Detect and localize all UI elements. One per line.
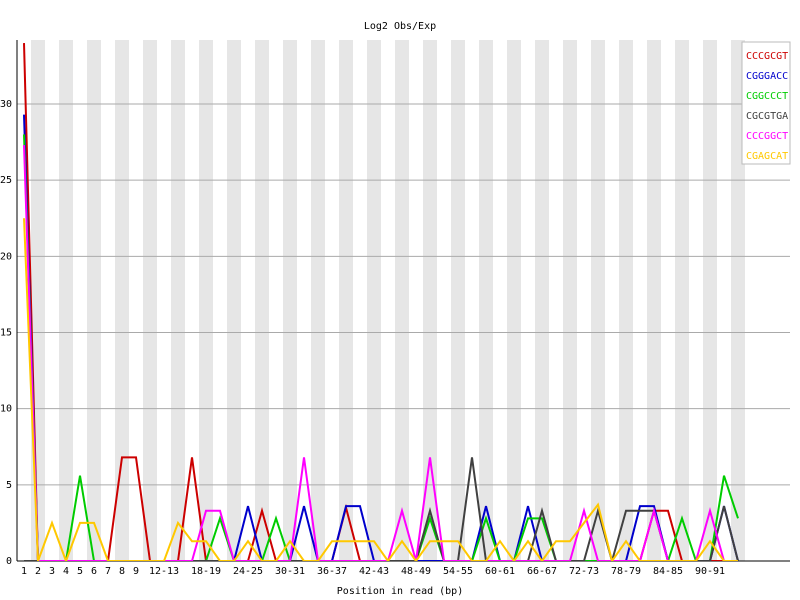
- x-tick-label: 90-91: [695, 566, 725, 577]
- x-tick-label: 3: [49, 566, 55, 577]
- band: [311, 40, 325, 561]
- legend-label: CCCGCGT: [746, 51, 788, 62]
- x-tick-label: 8: [119, 566, 125, 577]
- band: [143, 40, 157, 561]
- band: [731, 40, 745, 561]
- band: [591, 40, 605, 561]
- y-tick-label: 25: [0, 175, 12, 186]
- y-tick-label: 15: [0, 327, 12, 338]
- band: [675, 40, 689, 561]
- bands: [31, 40, 745, 561]
- legend-label: CGAGCAT: [746, 151, 788, 162]
- x-tick-label: 1: [21, 566, 27, 577]
- band: [339, 40, 353, 561]
- band: [227, 40, 241, 561]
- x-tick-label: 36-37: [317, 566, 347, 577]
- legend: CCCGCGT CGGGACC CGGCCCT CGCGTGA CCCGGCT CGAGC…: [741, 41, 791, 165]
- band: [535, 40, 549, 561]
- band: [703, 40, 717, 561]
- series-line: [24, 457, 739, 561]
- band: [115, 40, 129, 561]
- band: [59, 40, 73, 561]
- legend-label: CCCGGCT: [746, 131, 788, 142]
- x-axis-label: Position in read (bp): [337, 586, 463, 597]
- chart-title: Log2 Obs/Exp: [364, 21, 436, 32]
- x-tick-label: 42-43: [359, 566, 389, 577]
- band: [171, 40, 185, 561]
- legend-label: CGGCCCT: [746, 91, 788, 102]
- y-tick-label: 5: [6, 480, 12, 491]
- x-tick-label: 2: [35, 566, 41, 577]
- band: [619, 40, 633, 561]
- x-tick-label: 12-13: [149, 566, 179, 577]
- band: [367, 40, 381, 561]
- x-tick-label: 30-31: [275, 566, 305, 577]
- y-tick-label: 20: [0, 251, 12, 262]
- legend-label: CGCGTGA: [746, 111, 788, 122]
- band: [283, 40, 297, 561]
- x-tick-label: 5: [77, 566, 83, 577]
- band: [199, 40, 213, 561]
- series-line: [23, 43, 738, 561]
- band: [507, 40, 521, 561]
- y-tick-label: 10: [0, 404, 12, 415]
- x-tick-label: 18-19: [191, 566, 221, 577]
- band: [423, 40, 437, 561]
- x-tick-label: 60-61: [485, 566, 515, 577]
- band: [647, 40, 661, 561]
- y-tick-label: 30: [0, 99, 12, 110]
- legend-label: CGGGACC: [746, 71, 788, 82]
- x-tick-label: 78-79: [611, 566, 641, 577]
- x-tick-label: 48-49: [401, 566, 431, 577]
- band: [255, 40, 269, 561]
- x-tick-label: 7: [105, 566, 111, 577]
- x-tick-label: 6: [91, 566, 97, 577]
- x-tick-label: 9: [133, 566, 139, 577]
- x-tick-label: 84-85: [653, 566, 683, 577]
- x-tick-label: 4: [63, 566, 69, 577]
- band: [479, 40, 493, 561]
- x-tick-label: 72-73: [569, 566, 599, 577]
- band: [31, 40, 45, 561]
- band: [87, 40, 101, 561]
- band: [451, 40, 465, 561]
- band: [395, 40, 409, 561]
- x-tick-label: 66-67: [527, 566, 557, 577]
- band: [563, 40, 577, 561]
- series-line: [23, 218, 738, 561]
- legend-box: [741, 41, 791, 165]
- x-tick-label: 24-25: [233, 566, 263, 577]
- y-tick-label: 0: [6, 556, 12, 567]
- x-tick-label: 54-55: [443, 566, 473, 577]
